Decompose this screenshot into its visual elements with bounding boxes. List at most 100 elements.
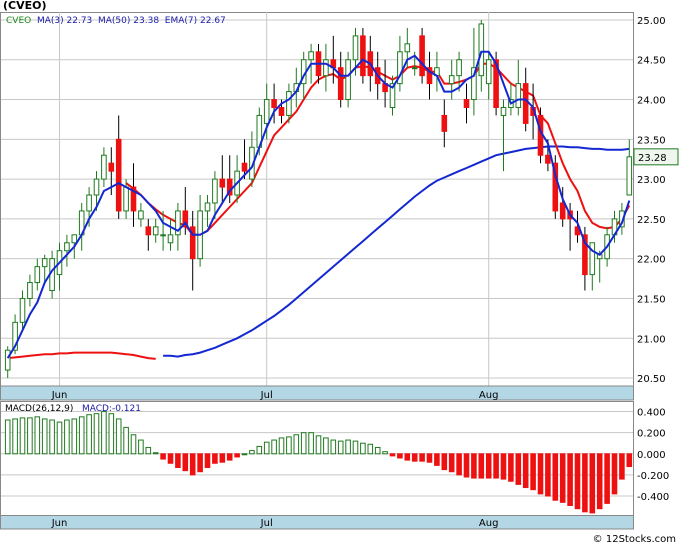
candle-body xyxy=(287,92,292,116)
macd-bar xyxy=(353,441,358,454)
macd-bar xyxy=(375,447,380,453)
candle-body xyxy=(338,68,343,100)
macd-bar xyxy=(65,420,70,454)
macd-value: MACD:-0.121 xyxy=(82,404,141,414)
price-legend: CVEO MA(3) 22.73 MA(50) 23.38 EMA(7) 22.… xyxy=(6,16,226,26)
candle xyxy=(346,52,351,108)
macd-bar xyxy=(405,454,410,460)
candle-body xyxy=(346,60,351,100)
candle-body xyxy=(42,259,47,267)
macd-bar xyxy=(575,454,580,509)
macd-bar xyxy=(109,414,114,454)
macd-bar xyxy=(20,418,25,454)
candle-body xyxy=(213,179,218,203)
macd-bar xyxy=(538,454,543,494)
macd-bar xyxy=(338,441,343,454)
candle-body xyxy=(560,203,565,219)
macd-bar xyxy=(398,454,403,458)
candle-body xyxy=(412,68,417,69)
macd-bar xyxy=(205,454,210,468)
candle-body xyxy=(168,235,173,243)
candle-body xyxy=(139,211,144,219)
macd-bar xyxy=(227,454,232,460)
macd-bar xyxy=(264,442,269,454)
macd-bar xyxy=(612,454,617,494)
macd-bar xyxy=(597,454,602,509)
macd-bar xyxy=(139,440,144,454)
macd-bar xyxy=(412,454,417,461)
macd-bar xyxy=(516,454,521,485)
macd-bar xyxy=(242,454,247,455)
candle-body xyxy=(501,107,506,115)
macd-bar xyxy=(568,454,573,506)
price-axis-tick-label: 20.50 xyxy=(637,374,666,385)
macd-bar xyxy=(198,454,203,472)
price-axis-tick-label: 24.00 xyxy=(637,96,666,107)
candle-body xyxy=(28,283,33,299)
candle-body xyxy=(264,100,269,124)
price-date-band xyxy=(1,386,634,400)
macd-bar xyxy=(583,454,588,512)
macd-bar xyxy=(301,433,306,454)
macd-bar xyxy=(102,412,107,454)
candle-body xyxy=(146,227,151,235)
candle-body xyxy=(516,84,521,108)
macd-bar xyxy=(553,454,558,500)
candle-body xyxy=(523,84,528,124)
macd-axis-tick-label: -0.400 xyxy=(637,492,669,503)
candle xyxy=(361,28,366,84)
macd-date-tick-label: Jun xyxy=(51,518,68,529)
macd-bar xyxy=(442,454,447,470)
candle-body xyxy=(272,100,277,108)
legend-ema7-label: EMA(7) xyxy=(165,16,197,26)
candle-body xyxy=(442,115,447,131)
macd-bar xyxy=(368,444,373,454)
macd-bar xyxy=(79,417,84,454)
macd-bar xyxy=(509,454,514,481)
macd-bar xyxy=(176,454,181,468)
macd-bar xyxy=(146,447,151,453)
candle-body xyxy=(20,298,25,322)
macd-bar xyxy=(531,454,536,490)
legend-ema7-value: 22.67 xyxy=(200,16,226,26)
last-price-label: 23.28 xyxy=(638,153,667,164)
macd-bar xyxy=(383,452,388,454)
macd-bar xyxy=(486,454,491,478)
macd-bar xyxy=(42,419,47,454)
macd-bar xyxy=(324,438,329,454)
macd-bar xyxy=(124,427,129,453)
macd-bar xyxy=(50,420,55,454)
candle-body xyxy=(109,163,114,171)
candle-body xyxy=(5,350,10,370)
candle-body xyxy=(72,235,77,243)
candle-body xyxy=(116,139,121,211)
price-axis-tick-label: 22.50 xyxy=(637,215,666,226)
macd-bar xyxy=(190,454,195,475)
legend-ma50-value: 23.38 xyxy=(133,16,159,26)
candle-body xyxy=(161,235,166,236)
candle-body xyxy=(361,36,366,76)
candle-body xyxy=(627,157,632,195)
price-axis-tick-label: 21.00 xyxy=(637,334,666,345)
chart-symbol-title: (CVEO) xyxy=(3,0,47,12)
macd-date-tick-label: Aug xyxy=(479,518,499,529)
macd-bar xyxy=(28,418,33,454)
legend-ma50-label: MA(50) xyxy=(98,16,130,26)
macd-bar xyxy=(560,454,565,503)
macd-bar xyxy=(183,454,188,471)
macd-bar xyxy=(501,454,506,479)
macd-bar xyxy=(523,454,528,488)
macd-bar xyxy=(494,454,499,478)
macd-bar xyxy=(427,454,432,462)
candle-body xyxy=(65,243,70,251)
macd-bar xyxy=(479,454,484,478)
candle-body xyxy=(486,60,491,84)
price-axis-tick-label: 25.00 xyxy=(637,16,666,27)
macd-bar xyxy=(131,435,136,454)
macd-bar xyxy=(161,454,166,459)
macd-bar xyxy=(546,454,551,496)
macd-bar xyxy=(331,440,336,454)
macd-bar xyxy=(605,454,610,504)
price-axis-tick-label: 21.50 xyxy=(637,294,666,305)
